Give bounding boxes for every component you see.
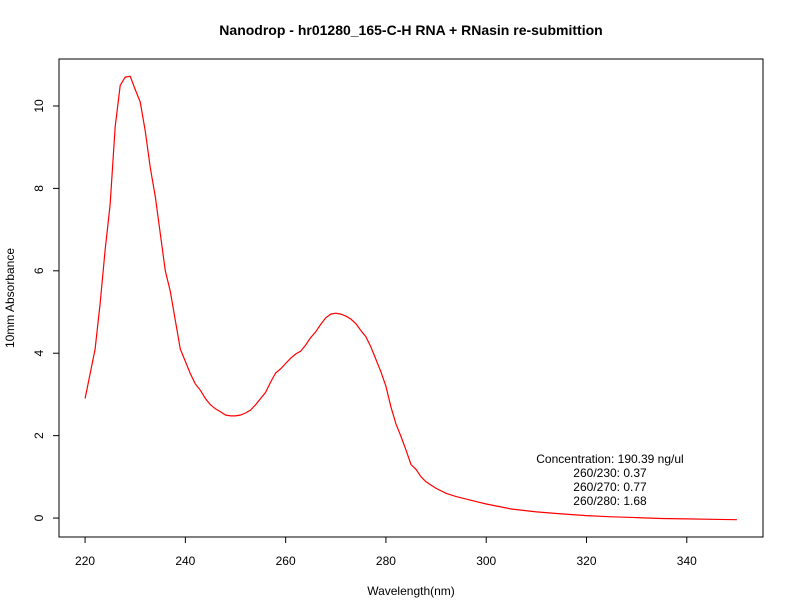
y-tick-label: 4 bbox=[32, 350, 46, 357]
x-tick-label: 320 bbox=[576, 554, 596, 568]
annotation-line: 260/280: 1.68 bbox=[573, 494, 647, 508]
y-axis-label: 10mm Absorbance bbox=[3, 248, 17, 348]
x-tick-label: 300 bbox=[476, 554, 496, 568]
y-tick-label: 0 bbox=[32, 514, 46, 521]
y-axis: 0 2 4 6 8 10 bbox=[32, 99, 60, 521]
y-tick-label: 8 bbox=[32, 185, 46, 192]
annotation-line: 260/270: 0.77 bbox=[573, 480, 647, 494]
annotation-line: Concentration: 190.39 ng/ul bbox=[536, 452, 683, 466]
chart-title: Nanodrop - hr01280_165-C-H RNA + RNasin … bbox=[219, 22, 602, 38]
annotation-line: 260/230: 0.37 bbox=[573, 466, 647, 480]
y-tick-label: 10 bbox=[32, 99, 46, 113]
x-axis: 220 240 260 280 300 320 340 bbox=[75, 536, 697, 568]
x-axis-label: Wavelength(nm) bbox=[367, 584, 455, 598]
x-tick-label: 240 bbox=[175, 554, 195, 568]
x-tick-label: 340 bbox=[677, 554, 697, 568]
y-tick-label: 2 bbox=[32, 432, 46, 439]
x-tick-label: 220 bbox=[75, 554, 95, 568]
absorbance-series-line bbox=[84, 75, 737, 521]
y-tick-label: 6 bbox=[32, 267, 46, 274]
x-tick-label: 260 bbox=[276, 554, 296, 568]
x-tick-label: 280 bbox=[376, 554, 396, 568]
